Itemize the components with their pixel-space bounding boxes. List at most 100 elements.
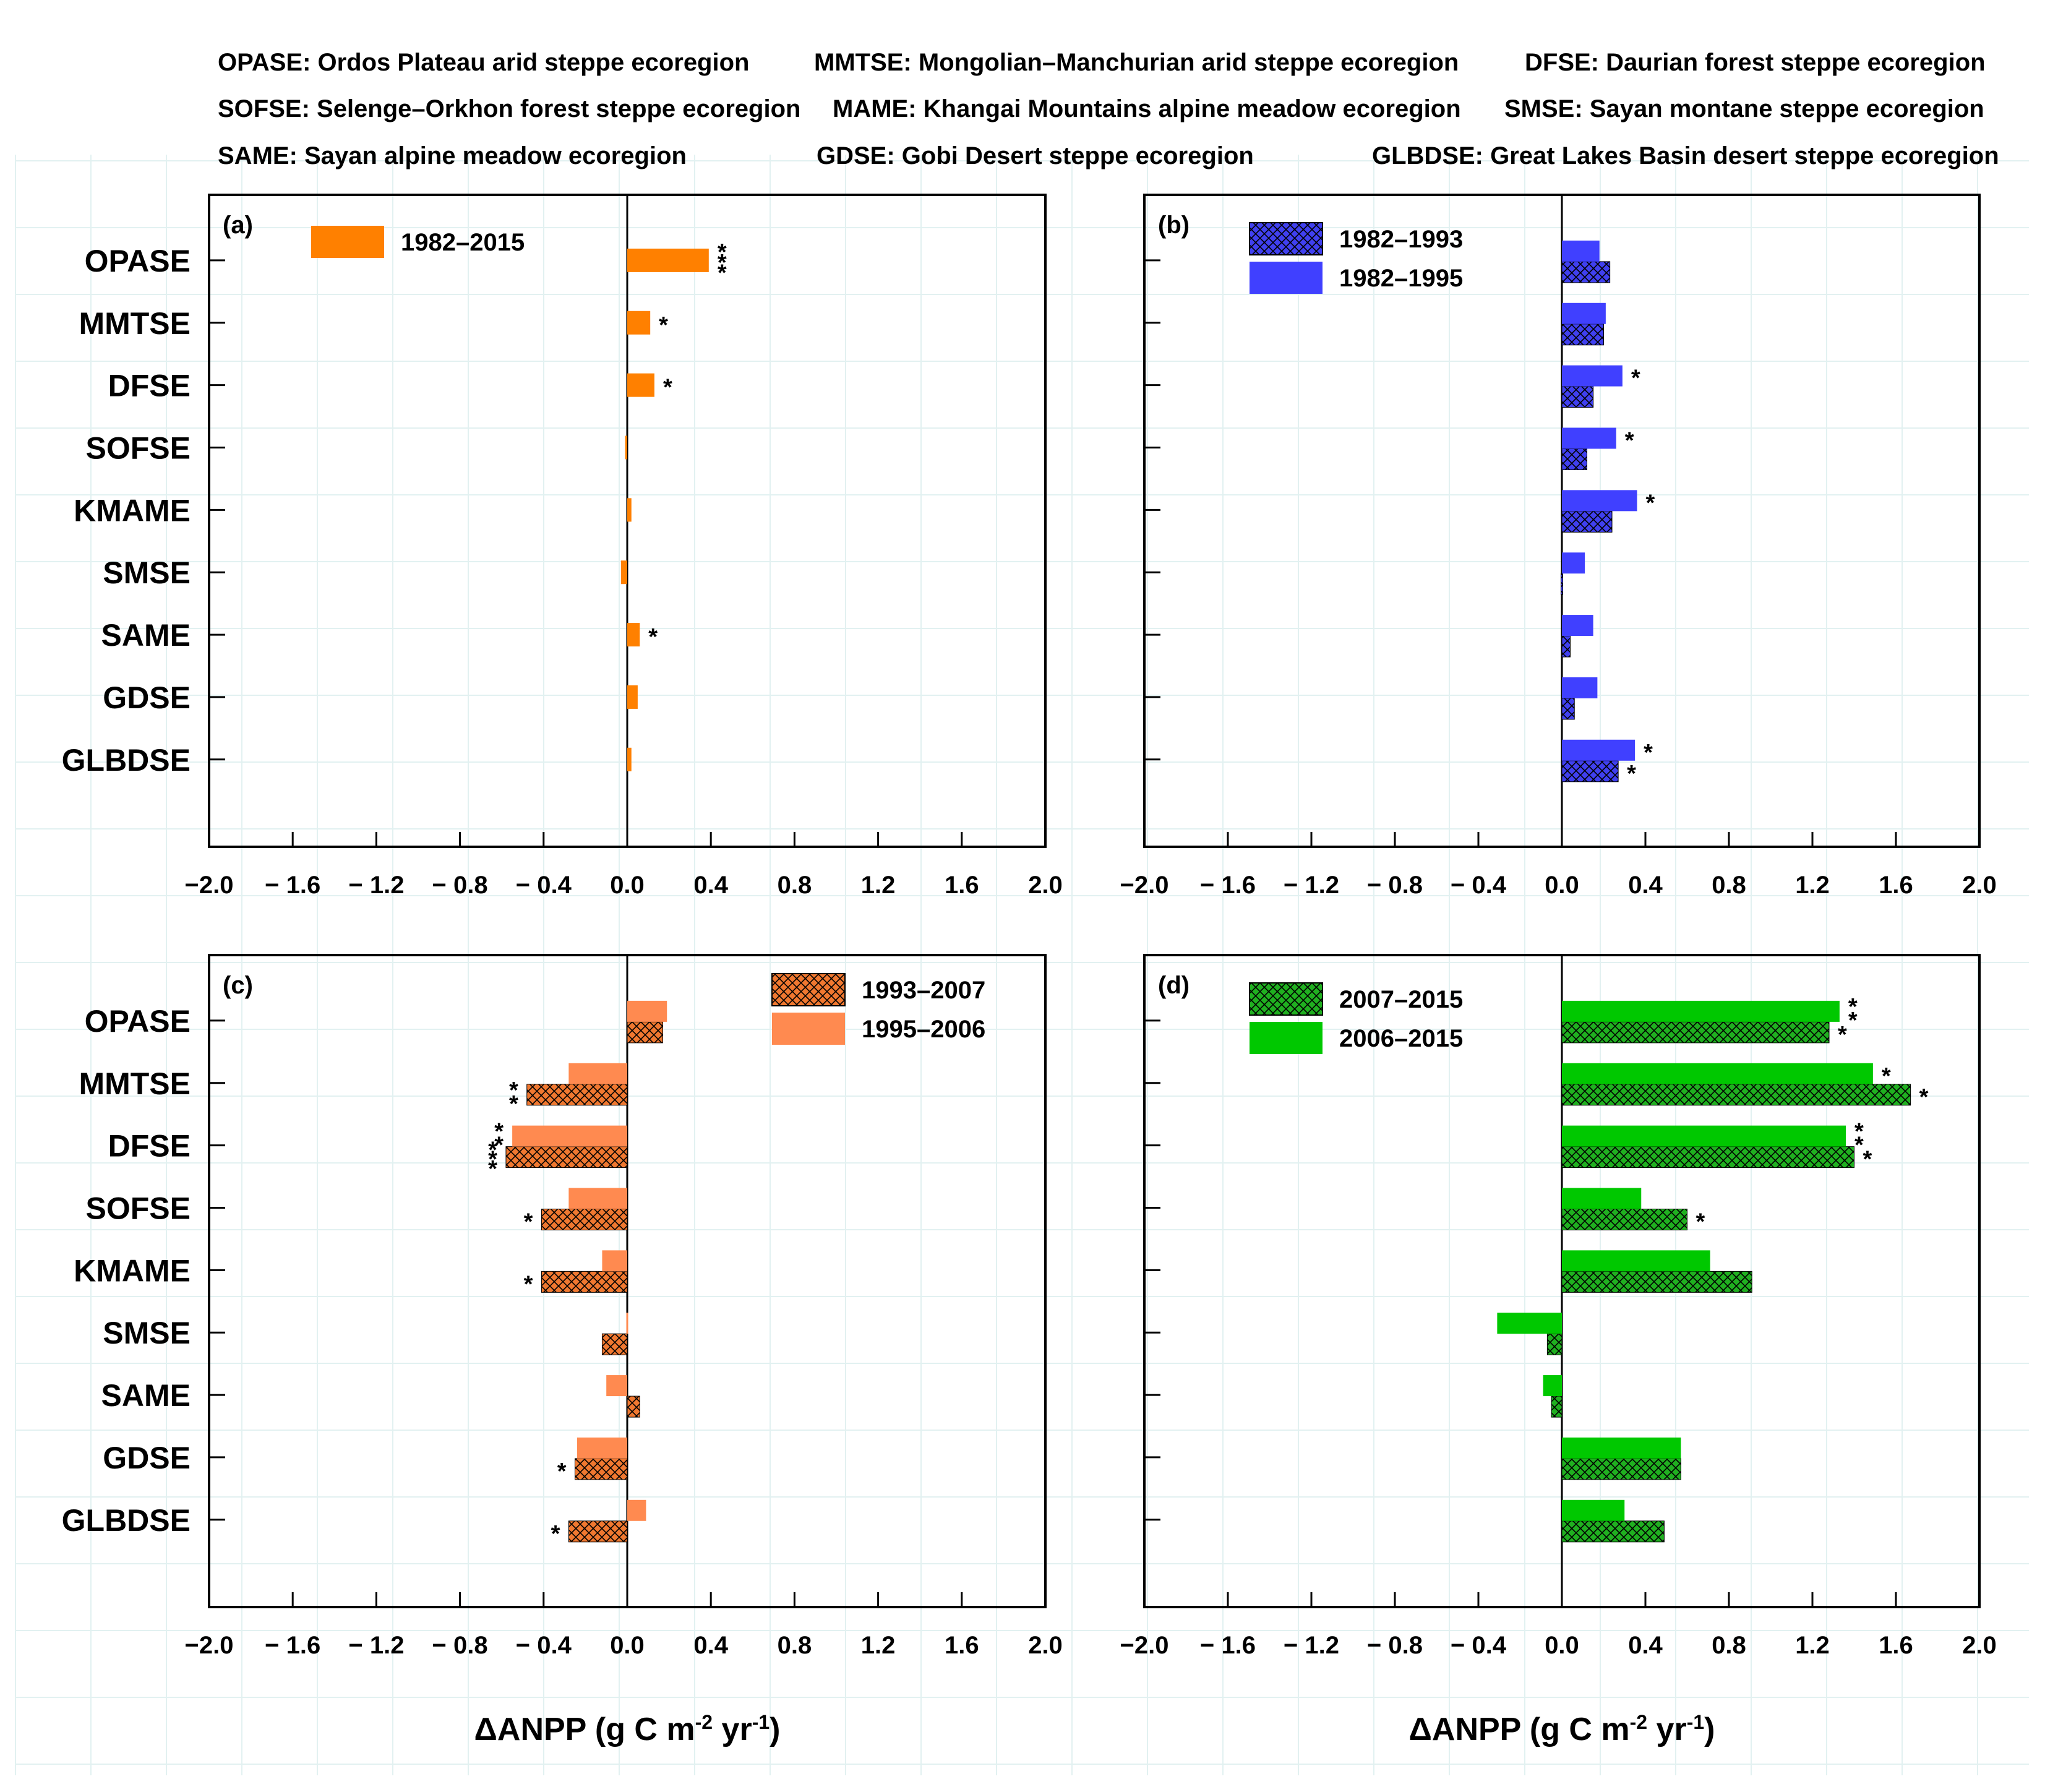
abbr-opase: OPASE: Ordos Plateau arid steppe ecoregi… [218, 49, 749, 76]
significance-star: * [718, 239, 727, 265]
category-label: GDSE [103, 680, 191, 715]
category-label: SAME [101, 618, 191, 653]
legend-swatch [1249, 982, 1323, 1016]
bar-kmame-lower [1561, 510, 1613, 533]
abbr-same: SAME: Sayan alpine meadow ecoregion [218, 142, 687, 169]
bar-same-lower [1561, 635, 1571, 658]
bar-smse-upper [626, 1313, 628, 1334]
panel-label: (b) [1158, 212, 1190, 239]
abbr-mame: MAME: Khangai Mountains alpine meadow ec… [833, 95, 1461, 122]
x-tick-label: 1.2 [861, 1632, 896, 1659]
bar-gdse-lower [1561, 698, 1575, 720]
bar-kmame-upper [1562, 1250, 1710, 1272]
legend: 1982–1993 1982–1995 [1249, 222, 1463, 294]
bar-kmame-upper [1562, 490, 1637, 512]
legend-label: 2007–2015 [1339, 986, 1463, 1013]
bar-glbdse-upper [1562, 739, 1636, 761]
significance-star: * [1919, 1084, 1929, 1110]
bar-dfse-lower [1561, 1146, 1854, 1168]
x-tick-label: 0.8 [778, 1632, 812, 1659]
bar-opase-single [627, 248, 709, 272]
panel-label: (a) [223, 212, 253, 239]
significance-star: * [718, 260, 727, 286]
x-axis-label: ΔANPP (g C m-2 yr-1) [474, 1711, 781, 1747]
legend-label: 1993–2007 [862, 977, 985, 1004]
bar-same-lower [1551, 1395, 1563, 1418]
bar-sofse-upper [1562, 1188, 1642, 1209]
bar-opase-upper [627, 1000, 667, 1022]
bar-glbdse-lower [1561, 760, 1619, 782]
category-label: OPASE [85, 244, 191, 278]
category-label: SAME [101, 1378, 191, 1413]
significance-star: * [1646, 490, 1655, 516]
x-tick-label: −2.0 [1120, 1632, 1169, 1659]
bar-same-lower [627, 1395, 640, 1418]
x-tick-label: 2.0 [1962, 872, 1997, 899]
significance-star: * [524, 1271, 533, 1297]
significance-star: * [1644, 740, 1653, 766]
significance-star: * [494, 1119, 504, 1145]
legend-label: 2006–2015 [1339, 1025, 1463, 1052]
category-label: SMSE [103, 555, 191, 590]
chart-panel-1: (a) OPASE MMTSE DFSE SOFSE KMAME SMSE SAME GDSE G… [62, 194, 1063, 899]
bar-dfse-lower [505, 1146, 628, 1168]
bar-sofse-lower [1561, 1208, 1687, 1230]
x-tick-label: 1.2 [1795, 1632, 1830, 1659]
legend-swatch [1250, 1022, 1323, 1054]
background-grid [15, 155, 2029, 1775]
significance-star: * [524, 1209, 533, 1235]
bar-mmtse-upper [1562, 302, 1606, 324]
bar-glbdse-lower [1561, 1520, 1665, 1543]
category-label: KMAME [74, 493, 191, 528]
x-tick-label: 0.0 [610, 872, 645, 899]
bar-sofse-upper [568, 1188, 627, 1209]
x-tick-label: 1.6 [945, 1632, 979, 1659]
legend-swatch [1249, 222, 1323, 255]
bar-smse-upper [1497, 1313, 1562, 1334]
chart-panel-2: (b) −2.0 − 1.6 − 1.2 − 0.8 − 0.4 0.0 0.4 0.8 1.2 1… [1120, 194, 1997, 899]
abbr-gdse: GDSE: Gobi Desert steppe ecoregion [817, 142, 1254, 169]
x-tick-label: 0.0 [1545, 872, 1579, 899]
bar-glbdse-upper [1562, 1499, 1625, 1521]
significance-star: * [648, 624, 658, 650]
abbr-sofse: SOFSE: Selenge–Orkhon forest steppe ecor… [218, 95, 800, 122]
significance-star: * [1854, 1119, 1864, 1145]
x-tick-label: 0.8 [1712, 872, 1746, 899]
abbr-smse: SMSE: Sayan montane steppe ecoregion [1504, 95, 1984, 122]
bar-gdse-lower [575, 1458, 628, 1480]
x-tick-label: 2.0 [1962, 1632, 1997, 1659]
category-label: GLBDSE [62, 743, 191, 778]
legend-swatch [311, 226, 384, 258]
bar-dfse-upper [1562, 365, 1623, 387]
x-tick-label: 1.6 [1879, 872, 1913, 899]
significance-star: * [509, 1078, 518, 1104]
bar-same-single [627, 623, 640, 647]
x-tick-label: 0.8 [1712, 1632, 1746, 1659]
bar-dfse-upper [1562, 1125, 1846, 1147]
bar-same-upper [606, 1375, 627, 1397]
x-tick-label: −2.0 [185, 1632, 234, 1659]
bar-gdse-lower [1561, 1458, 1681, 1480]
x-tick-label: − 0.8 [1367, 1632, 1423, 1659]
bar-smse-single [620, 560, 627, 585]
significance-star: * [1882, 1063, 1891, 1089]
x-tick-label: −2.0 [1120, 872, 1169, 899]
bar-sofse-single [625, 435, 627, 460]
x-tick-label: − 1.2 [1284, 1632, 1339, 1659]
legend-label: 1982–1995 [1339, 265, 1463, 292]
significance-star: * [494, 1133, 504, 1159]
category-label: GLBDSE [62, 1503, 191, 1538]
bar-dfse-upper [512, 1125, 627, 1147]
legend-swatch [1250, 262, 1323, 294]
x-tick-label: 1.2 [861, 872, 896, 899]
significance-star: * [1625, 427, 1634, 453]
x-tick-label: 0.0 [610, 1632, 645, 1659]
x-tick-label: − 1.2 [348, 1632, 404, 1659]
bar-mmtse-lower [1561, 1084, 1911, 1106]
significance-star: * [551, 1521, 560, 1547]
bar-glbdse-lower [568, 1520, 628, 1543]
abbr-glbdse: GLBDSE: Great Lakes Basin desert steppe … [1372, 142, 1999, 169]
bar-smse-upper [1562, 552, 1585, 574]
category-label: DFSE [108, 1129, 191, 1164]
